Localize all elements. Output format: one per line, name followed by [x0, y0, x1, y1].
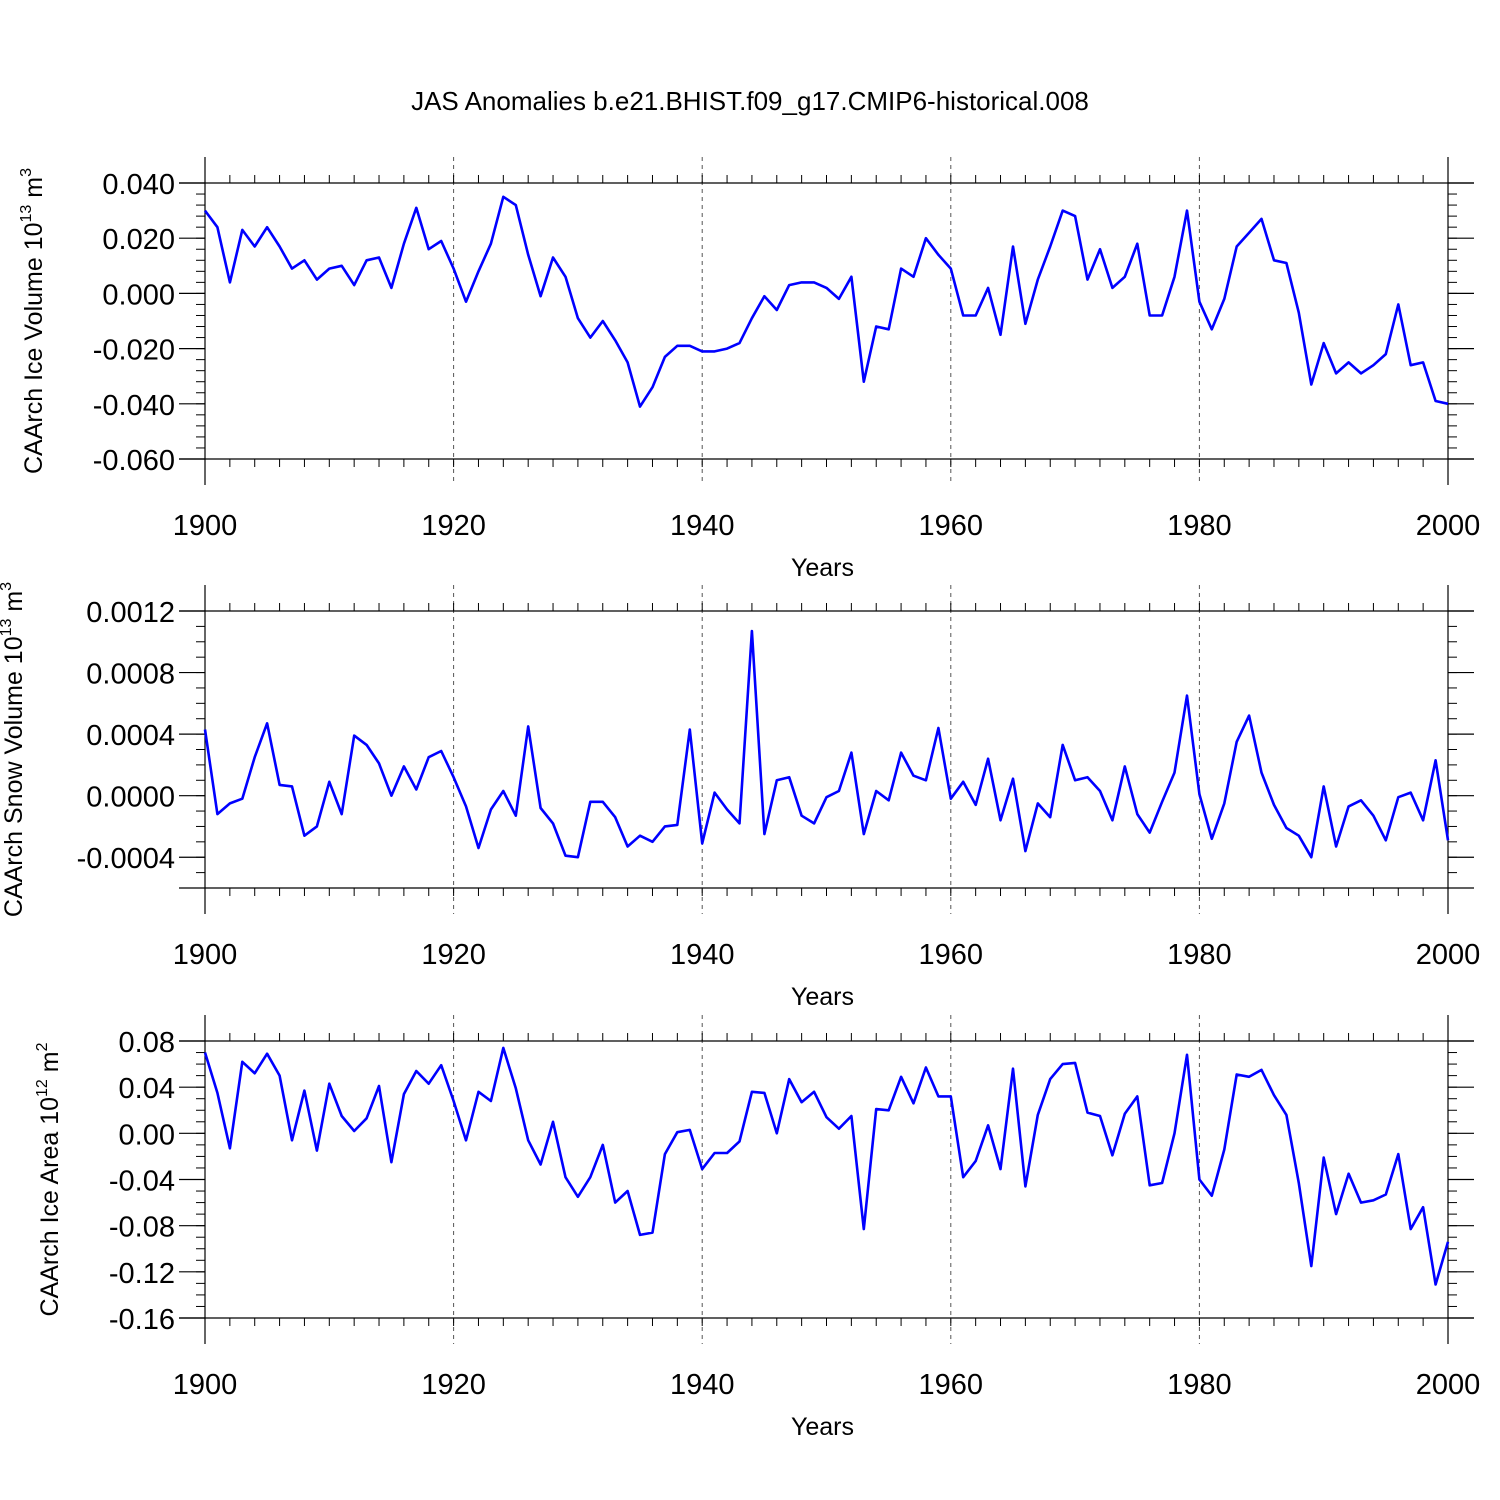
x-tick-label: 1940: [670, 510, 735, 542]
x-tick-label: 1980: [1167, 1369, 1232, 1401]
x-axis-label: Years: [791, 1413, 854, 1441]
y-tick-label: 0.04: [119, 1073, 175, 1105]
y-tick-label: 0.08: [119, 1027, 175, 1059]
x-tick-label: 1920: [421, 1369, 486, 1401]
y-tick-label: 0.040: [102, 169, 175, 201]
y-tick-label: -0.020: [93, 335, 175, 367]
x-tick-label: 2000: [1416, 939, 1481, 971]
panel-ice-volume: -0.060 -0.040 -0.020 0.000 0.020 0.040 1900 192…: [18, 157, 1480, 582]
x-tick-label: 1940: [670, 1369, 735, 1401]
figure-title: JAS Anomalies b.e21.BHIST.f09_g17.CMIP6-…: [411, 86, 1089, 116]
x-tick-label: 2000: [1416, 1369, 1481, 1401]
y-tick-label: -0.060: [93, 445, 175, 477]
x-tick-label: 1980: [1167, 510, 1232, 542]
x-tick-label: 1920: [421, 510, 486, 542]
y-tick-label: 0.0004: [86, 720, 175, 752]
y-tick-label: -0.040: [93, 390, 175, 422]
y-axis-label: CAArch Snow Volume 1013 m3: [0, 582, 28, 917]
x-axis-label: Years: [791, 983, 854, 1011]
y-tick-label: -0.0004: [77, 843, 175, 875]
x-tick-label: 1920: [421, 939, 486, 971]
x-tick-label: 1960: [919, 1369, 984, 1401]
x-tick-label: 1980: [1167, 939, 1232, 971]
y-tick-label: 0.0012: [86, 597, 175, 629]
series-line: [203, 1046, 1450, 1286]
y-axis-label: CAArch Ice Area 1012 m2: [34, 1042, 64, 1316]
x-tick-label: 1960: [919, 939, 984, 971]
x-tick-label: 1900: [173, 1369, 238, 1401]
y-tick-label: -0.08: [109, 1212, 175, 1244]
x-tick-label: 1960: [919, 510, 984, 542]
series-line: [203, 629, 1450, 859]
x-axis-label: Years: [791, 554, 854, 582]
y-tick-label: 0.00: [119, 1119, 175, 1151]
x-tick-label: 2000: [1416, 510, 1481, 542]
panel-ice-area: -0.16 -0.12 -0.08 -0.04 0.00 0.04 0.08 1900 1920…: [34, 1015, 1480, 1441]
y-tick-label: -0.16: [109, 1304, 175, 1336]
y-tick-label: -0.04: [109, 1166, 175, 1198]
y-tick-label: 0.020: [102, 224, 175, 256]
y-axis-label: CAArch Ice Volume 1013 m3: [18, 168, 48, 474]
y-tick-label: 0.0000: [86, 782, 175, 814]
y-tick-label: -0.12: [109, 1258, 175, 1290]
x-tick-label: 1940: [670, 939, 735, 971]
y-tick-label: 0.0008: [86, 659, 175, 691]
y-tick-label: 0.000: [102, 279, 175, 311]
x-tick-label: 1900: [173, 939, 238, 971]
x-tick-label: 1900: [173, 510, 238, 542]
series-line: [203, 195, 1449, 408]
panel-snow-volume: -0.0004 0.0000 0.0004 0.0008 0.0012 1900 1920 1…: [0, 582, 1480, 1011]
